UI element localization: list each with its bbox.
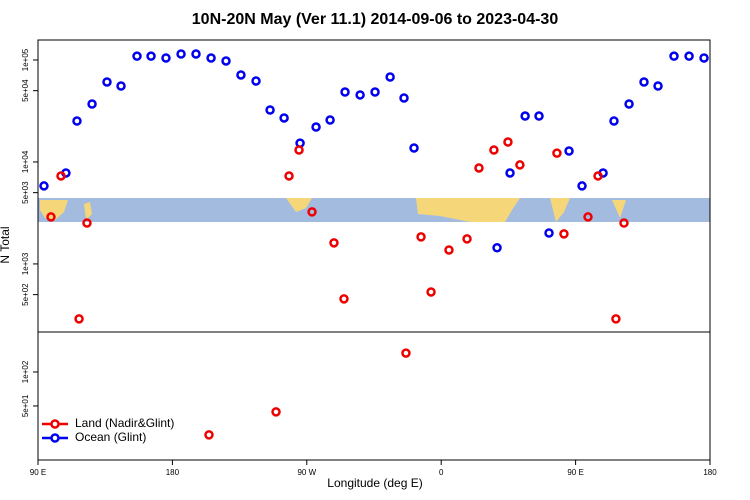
point <box>204 430 214 440</box>
point <box>307 207 317 217</box>
point <box>370 87 380 97</box>
y-tick-label: 1e+03 <box>21 252 30 275</box>
point <box>583 212 593 222</box>
point <box>399 93 409 103</box>
point <box>265 105 275 115</box>
point <box>206 53 216 63</box>
point <box>132 51 142 61</box>
y-tick-label: 1e+04 <box>21 150 30 173</box>
point <box>385 72 395 82</box>
map-band <box>38 198 710 222</box>
point <box>624 99 634 109</box>
point <box>503 137 513 147</box>
point <box>611 314 621 324</box>
point <box>191 49 201 59</box>
point <box>520 111 530 121</box>
point <box>462 234 472 244</box>
point <box>669 51 679 61</box>
y-tick-label: 5e+04 <box>21 79 30 102</box>
y-tick-label: 5e+03 <box>21 181 30 204</box>
point <box>294 145 304 155</box>
legend-label: Ocean (Glint) <box>75 430 146 444</box>
point <box>489 145 499 155</box>
point <box>82 218 92 228</box>
point <box>619 218 629 228</box>
point <box>329 238 339 248</box>
y-axis-label: N Total <box>0 226 12 263</box>
point <box>401 348 411 358</box>
point <box>161 53 171 63</box>
point <box>593 171 603 181</box>
point <box>221 56 231 66</box>
y-tick-label: 5e+02 <box>21 283 30 306</box>
point <box>409 143 419 153</box>
x-tick-label: 180 <box>166 468 180 477</box>
x-tick-label: 180 <box>703 468 717 477</box>
point <box>653 81 663 91</box>
chart-title: 10N-20N May (Ver 11.1) 2014-09-06 to 202… <box>192 11 559 28</box>
point <box>544 228 554 238</box>
legend-marker <box>50 419 60 429</box>
plot-frame <box>37 331 711 461</box>
point <box>146 51 156 61</box>
x-tick-label: 0 <box>439 468 444 477</box>
x-tick-label: 90 W <box>297 468 316 477</box>
point <box>87 99 97 109</box>
point <box>339 294 349 304</box>
legend-marker <box>50 433 60 443</box>
point <box>72 116 82 126</box>
point <box>284 171 294 181</box>
point <box>236 70 246 80</box>
point <box>176 49 186 59</box>
point <box>515 160 525 170</box>
y-tick-label: 5e+01 <box>21 394 30 417</box>
point <box>251 76 261 86</box>
point <box>279 113 289 123</box>
point <box>74 314 84 324</box>
point <box>325 115 335 125</box>
y-tick-label: 1e+02 <box>21 360 30 383</box>
point <box>699 53 709 63</box>
point <box>39 181 49 191</box>
x-axis-label: Longitude (deg E) <box>327 476 422 490</box>
point <box>311 122 321 132</box>
point <box>639 77 649 87</box>
point <box>564 146 574 156</box>
point <box>684 51 694 61</box>
point <box>577 181 587 191</box>
point <box>474 163 484 173</box>
point <box>102 77 112 87</box>
point <box>505 168 515 178</box>
legend-label: Land (Nadir&Glint) <box>75 416 174 430</box>
x-tick-label: 90 E <box>567 468 583 477</box>
point <box>559 229 569 239</box>
point <box>492 243 502 253</box>
point <box>552 148 562 158</box>
point <box>46 212 56 222</box>
point <box>444 245 454 255</box>
point <box>609 116 619 126</box>
y-tick-label: 1e+05 <box>21 48 30 71</box>
x-tick-label: 90 E <box>30 468 46 477</box>
point <box>340 87 350 97</box>
point <box>116 81 126 91</box>
point <box>534 111 544 121</box>
point <box>416 232 426 242</box>
plot-frame <box>37 39 711 333</box>
point <box>426 287 436 297</box>
point <box>56 171 66 181</box>
point <box>355 90 365 100</box>
point <box>271 407 281 417</box>
